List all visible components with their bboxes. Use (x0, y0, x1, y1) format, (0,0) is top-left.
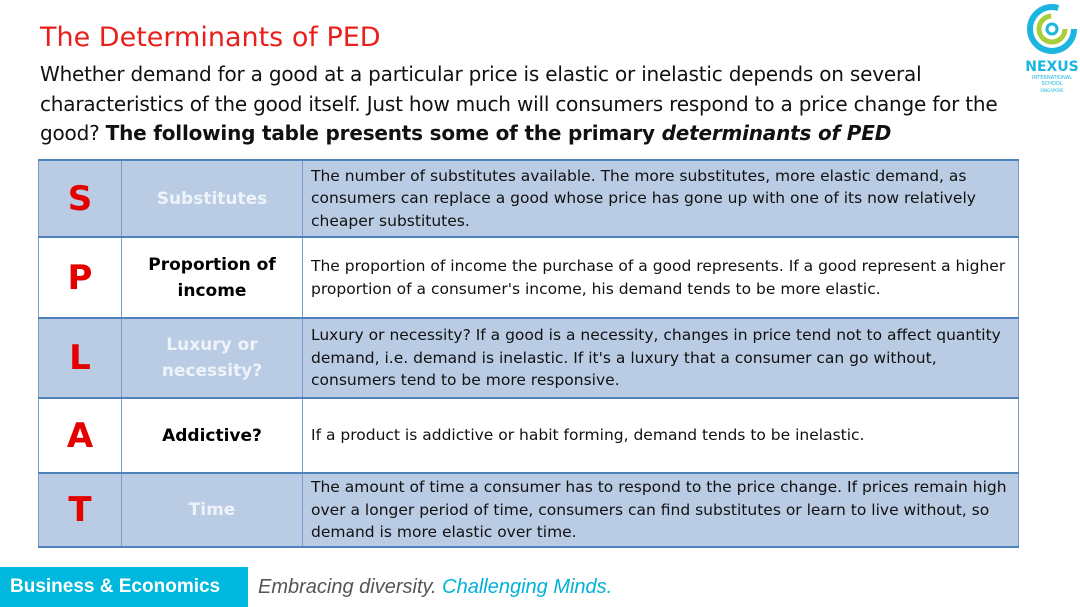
intro-plain: Whether demand for a good at a particula… (40, 62, 998, 145)
table-row: T Time The amount of time a consumer has t… (38, 472, 1019, 548)
row-desc: If a product is addictive or habit formi… (302, 397, 1019, 474)
row-desc: The proportion of income the purchase of… (302, 236, 1019, 319)
table-row: A Addictive? If a product is addictive or … (38, 397, 1019, 474)
tagline-part1: Embracing diversity. (258, 575, 437, 598)
row-name: Proportion of income (121, 236, 303, 319)
table-row: P Proportion of income The proportion of i… (38, 236, 1019, 319)
row-name: Luxury or necessity? (121, 317, 303, 399)
row-name-text: Proportion of income (148, 254, 276, 301)
row-desc: The number of substitutes available. The… (302, 159, 1019, 238)
department-label: Business & Economics (0, 567, 248, 607)
row-name: Addictive? (121, 397, 303, 474)
ped-determinants-table: S Substitutes The number of substitutes av… (38, 159, 1019, 548)
row-letter: P (38, 236, 122, 319)
tagline-part2: Challenging Minds. (442, 575, 613, 598)
row-name: Time (121, 472, 303, 548)
svg-text:SCHOOL: SCHOOL (1041, 81, 1062, 87)
row-letter: T (38, 472, 122, 548)
intro-bold: The following table presents some of the… (105, 121, 662, 145)
row-desc: The amount of time a consumer has to res… (302, 472, 1019, 548)
row-letter: L (38, 317, 122, 399)
svg-text:NEXUS: NEXUS (1025, 59, 1079, 75)
svg-text:SINGAPORE: SINGAPORE (1040, 88, 1064, 93)
intro-text: Whether demand for a good at a particula… (40, 60, 1000, 149)
row-name-text: Luxury or necessity? (161, 335, 263, 381)
row-letter: S (38, 159, 122, 238)
table-row: S Substitutes The number of substitutes av… (38, 159, 1019, 238)
row-letter: A (38, 397, 122, 474)
intro-bold-italic: determinants of PED (661, 121, 892, 145)
row-desc: Luxury or necessity? If a good is a nece… (302, 317, 1019, 399)
nexus-logo: NEXUS INTERNATIONAL SCHOOL SINGAPORE (1025, 4, 1079, 93)
table-row: L Luxury or necessity? Luxury or necessity… (38, 317, 1019, 399)
page-title: The Determinants of PED (40, 22, 381, 53)
tagline: Embracing diversity. Challenging Minds. (258, 576, 612, 599)
row-name: Substitutes (121, 159, 303, 238)
footer: Business & Economics Embracing diversity… (0, 567, 612, 607)
svg-text:INTERNATIONAL: INTERNATIONAL (1032, 75, 1072, 81)
